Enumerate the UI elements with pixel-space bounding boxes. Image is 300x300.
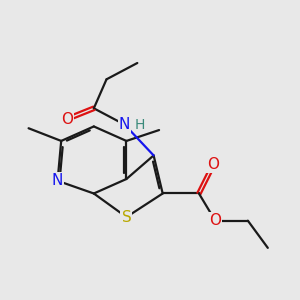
Text: N: N — [52, 173, 63, 188]
Text: O: O — [209, 213, 221, 228]
Text: N: N — [119, 117, 130, 132]
Text: O: O — [207, 157, 219, 172]
Text: H: H — [135, 118, 145, 132]
Text: S: S — [122, 210, 131, 225]
Text: O: O — [61, 112, 73, 127]
